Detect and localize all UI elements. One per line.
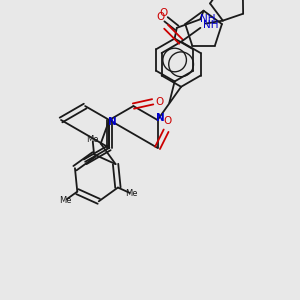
Text: NH: NH bbox=[200, 14, 216, 24]
Text: Me: Me bbox=[59, 196, 71, 205]
Text: O: O bbox=[163, 116, 171, 126]
Text: Me: Me bbox=[86, 135, 99, 144]
Text: Me: Me bbox=[125, 189, 138, 198]
Text: O: O bbox=[160, 8, 168, 18]
Text: O: O bbox=[157, 13, 165, 22]
Text: N: N bbox=[156, 113, 165, 123]
Text: NH: NH bbox=[202, 20, 218, 30]
Text: O: O bbox=[155, 97, 163, 107]
Text: N: N bbox=[108, 117, 117, 127]
